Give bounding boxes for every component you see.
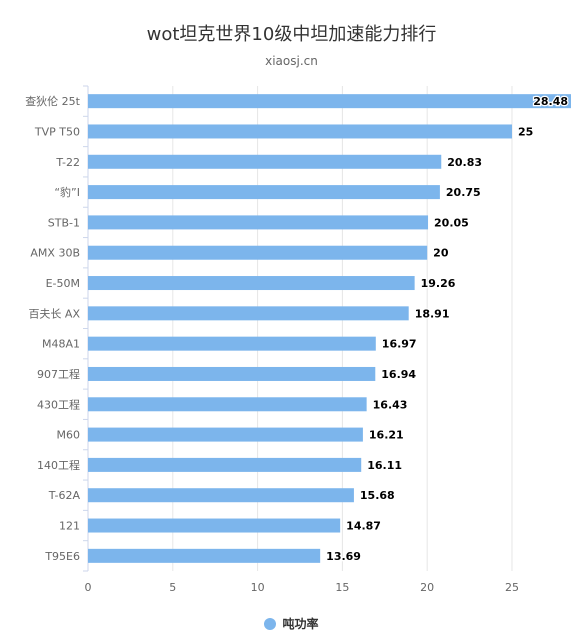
category-label: T-62A xyxy=(48,489,81,502)
data-label: 19.26 xyxy=(421,277,456,290)
data-label: 16.97 xyxy=(382,338,417,351)
chart-subtitle: xiaosj.cn xyxy=(265,54,318,68)
category-label: T-22 xyxy=(55,156,80,169)
data-label: 15.68 xyxy=(360,489,395,502)
category-label: 百夫长 AX xyxy=(28,307,80,320)
bar xyxy=(88,488,354,503)
bar xyxy=(88,366,376,381)
bar xyxy=(88,94,571,109)
data-label: 20.83 xyxy=(447,156,482,169)
category-label: E-50M xyxy=(46,277,80,290)
data-label: 16.11 xyxy=(367,459,402,472)
data-label: 18.91 xyxy=(415,307,450,320)
category-label: 140工程 xyxy=(37,459,80,472)
category-label: T95E6 xyxy=(44,550,80,563)
data-label: 13.69 xyxy=(326,550,361,563)
bar xyxy=(88,548,321,563)
data-label: 16.43 xyxy=(373,398,408,411)
x-tick-label: 20 xyxy=(420,581,434,594)
category-label: 907工程 xyxy=(37,368,80,381)
bar xyxy=(88,276,415,291)
x-tick-label: 5 xyxy=(169,581,176,594)
bar xyxy=(88,245,428,260)
x-tick-label: 25 xyxy=(505,581,519,594)
data-label: 25 xyxy=(518,125,533,138)
bar xyxy=(88,154,442,169)
category-label: AMX 30B xyxy=(30,247,80,260)
bar xyxy=(88,457,362,472)
bar xyxy=(88,427,363,442)
bar xyxy=(88,336,376,351)
category-label: “豹”I xyxy=(54,186,80,199)
chart-title: wot坦克世界10级中坦加速能力排行 xyxy=(146,24,437,45)
bar xyxy=(88,185,440,200)
category-label: STB-1 xyxy=(48,216,80,229)
category-label: 查狄伦 25t xyxy=(25,94,80,108)
data-label: 16.94 xyxy=(381,368,416,381)
bar xyxy=(88,215,429,230)
chart-legend[interactable]: 吨功率 xyxy=(0,615,583,632)
data-label: 28.48 xyxy=(533,95,568,108)
x-tick-label: 10 xyxy=(251,581,265,594)
legend-label: 吨功率 xyxy=(282,617,319,631)
data-label: 20 xyxy=(433,247,449,260)
category-label: 121 xyxy=(59,520,80,533)
data-label: 16.21 xyxy=(369,429,404,442)
category-label: TVP T50 xyxy=(34,125,80,138)
category-label: M48A1 xyxy=(42,338,80,351)
data-label: 14.87 xyxy=(346,520,381,533)
data-label: 20.75 xyxy=(446,186,481,199)
x-tick-label: 0 xyxy=(85,581,92,594)
bar xyxy=(88,306,409,321)
bar xyxy=(88,518,341,533)
bar xyxy=(88,124,512,139)
x-tick-label: 15 xyxy=(335,581,349,594)
category-label: 430工程 xyxy=(37,398,80,411)
legend-marker xyxy=(264,617,277,630)
category-label: M60 xyxy=(57,429,81,442)
bar xyxy=(88,397,367,412)
data-label: 20.05 xyxy=(434,216,469,229)
